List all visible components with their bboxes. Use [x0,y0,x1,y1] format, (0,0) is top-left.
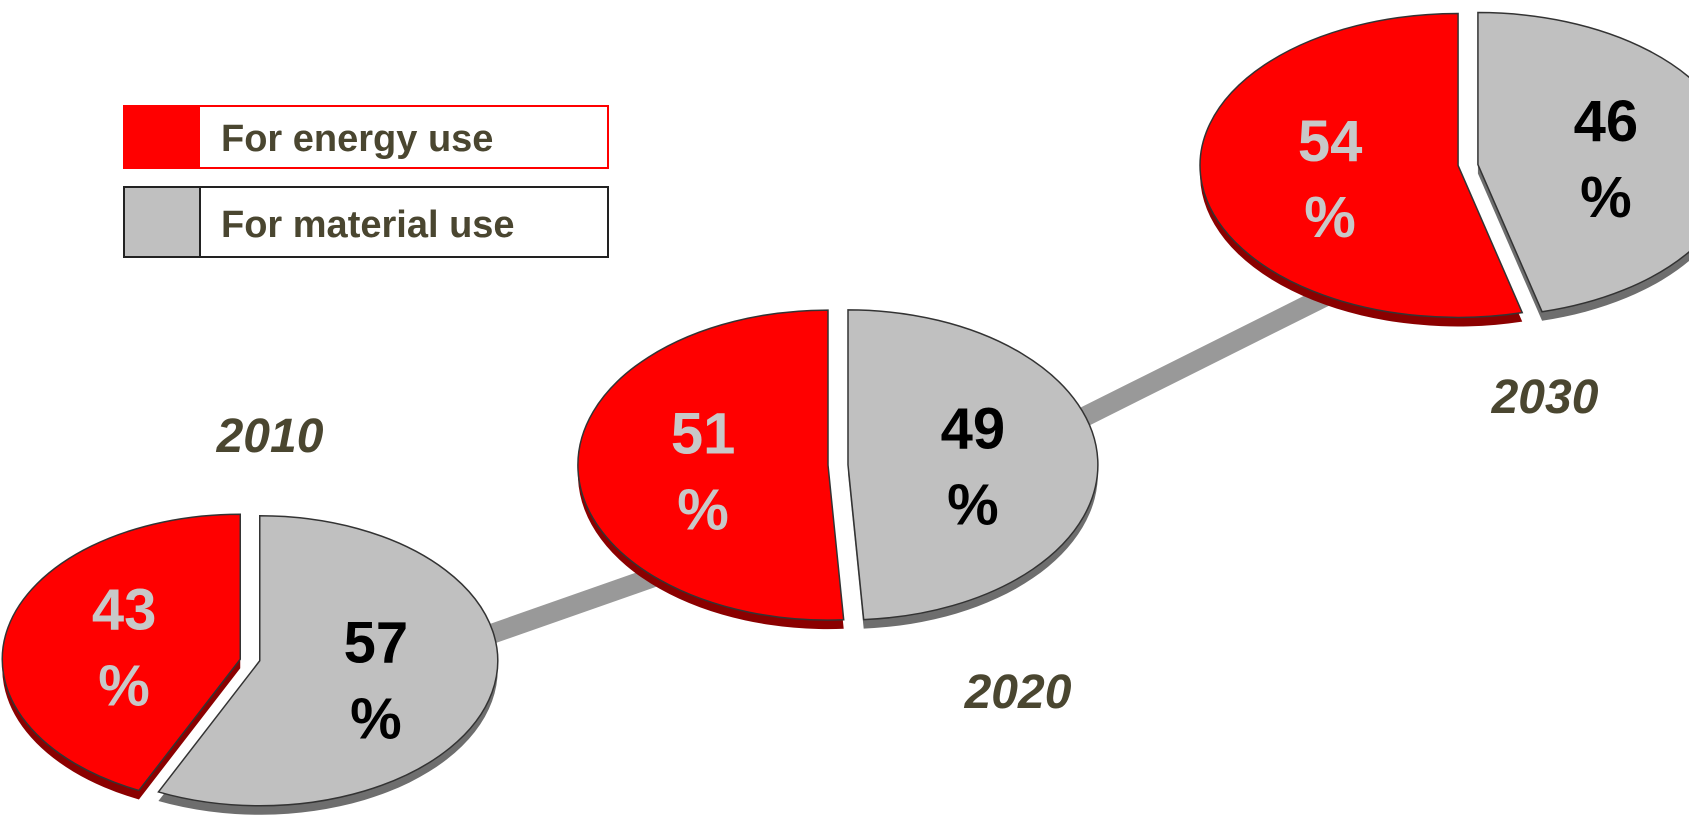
legend-swatch-material [123,186,201,258]
legend-label-material: For material use [221,204,515,246]
slice-material-value: 57 [344,611,409,676]
year-label-2030: 2030 [1491,371,1599,424]
slice-energy-unit: % [98,653,150,718]
year-label-2010: 2010 [216,410,324,463]
slice-material-value: 46 [1574,89,1639,154]
slice-material [847,309,1099,621]
slice-material [1477,11,1689,313]
legend: For energy use For material use [123,105,609,258]
slice-energy [1,513,241,792]
pie-2030: 54 % 46 % 2030 [1199,11,1689,424]
legend-label-energy: For energy use [221,118,493,160]
slice-energy [577,309,845,621]
slice-energy [1199,12,1524,319]
slice-material [157,515,499,807]
pie-2020: 51 % 49 % 2020 [577,309,1099,719]
slice-energy-unit: % [1304,185,1356,250]
slice-energy-value: 54 [1298,109,1363,174]
legend-swatch-energy [124,106,200,168]
legend-box-material [123,186,609,258]
legend-item-material: For material use [123,186,609,258]
legend-item-energy: For energy use [123,105,609,169]
slice-energy-value: 43 [92,577,157,642]
year-label-2020: 2020 [964,666,1072,719]
slice-energy-unit: % [677,478,729,543]
slice-material-unit: % [947,473,999,538]
slice-energy-value: 51 [671,402,736,467]
slice-material-unit: % [350,687,402,752]
slice-material-unit: % [1580,165,1632,230]
slice-material-value: 49 [941,397,1006,462]
pie-2010: 43 % 57 % 2010 [1,410,499,815]
